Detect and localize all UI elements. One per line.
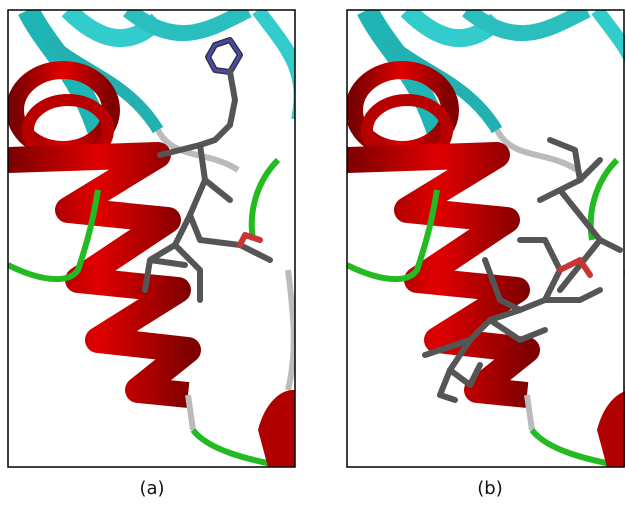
figure: (a) (b) <box>0 0 625 505</box>
panel-caption: (a) <box>122 478 182 499</box>
figure-art <box>0 0 625 505</box>
panel-b-image <box>347 10 625 467</box>
panel-caption: (b) <box>460 478 520 499</box>
panel-a-image <box>8 10 308 467</box>
